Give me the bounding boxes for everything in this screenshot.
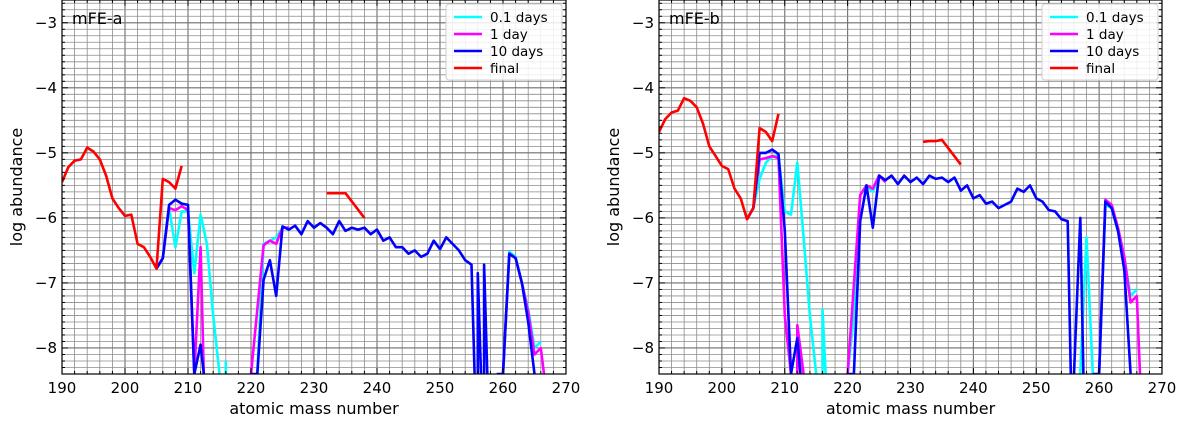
y-tick-label: −7 <box>632 274 654 292</box>
x-tick-label: 220 <box>833 379 862 397</box>
series-line <box>62 146 183 270</box>
y-tick-label: −8 <box>35 339 57 357</box>
legend-box <box>445 3 563 81</box>
y-tick-label: −4 <box>632 79 654 97</box>
y-tick-label: −5 <box>632 144 654 162</box>
grid <box>659 0 1162 374</box>
series-line <box>251 219 476 374</box>
y-axis-label: log abundance <box>604 128 623 246</box>
x-tick-label: 200 <box>111 379 140 397</box>
series-line <box>922 138 962 166</box>
x-tick-label: 240 <box>959 379 988 397</box>
series-line <box>155 198 196 374</box>
legend-label: 0.1 days <box>490 10 548 26</box>
x-tick-label: 250 <box>1022 379 1051 397</box>
y-tick-label: −3 <box>632 14 654 32</box>
y-tick-label: −3 <box>35 14 57 32</box>
series-line <box>659 96 780 221</box>
x-tick-label: 230 <box>300 379 329 397</box>
series-10-days <box>155 198 536 374</box>
x-tick-label: 270 <box>552 379 581 397</box>
series-final <box>659 96 962 221</box>
x-tick-label: 240 <box>363 379 392 397</box>
series-line <box>1092 200 1132 374</box>
y-tick-label: −6 <box>632 209 654 227</box>
y-tick-label: −5 <box>35 144 57 162</box>
series-line <box>482 263 489 374</box>
x-tick-label: 250 <box>426 379 455 397</box>
series-line <box>795 323 805 374</box>
ticks <box>61 0 567 375</box>
series-line <box>476 271 483 374</box>
y-axis-label: log abundance <box>7 128 26 246</box>
panel-label: mFE-a <box>72 9 122 28</box>
chart-panel-2: 190 200 210 220 230 240 250 260 270 −8 −7 −6 −5 −4 −3 a… <box>604 0 1176 418</box>
legend-label: 1 day <box>1086 27 1124 43</box>
y-tick-label: −6 <box>35 209 57 227</box>
series-line <box>847 174 1073 374</box>
chart-panel-1: 190 200 210 220 230 240 250 260 270 −8 −7 −6 −5 −4 −3 a… <box>7 0 580 418</box>
series-lines <box>62 146 546 374</box>
series-line <box>193 343 206 374</box>
x-tick-label: 190 <box>48 379 77 397</box>
legend-label: 10 days <box>1086 44 1139 60</box>
x-tick-label: 210 <box>174 379 203 397</box>
legend-label: final <box>1086 61 1115 77</box>
legend-label: 1 day <box>490 27 528 43</box>
series-line <box>496 252 536 374</box>
x-axis-label: atomic mass number <box>826 399 996 418</box>
series-line <box>326 191 366 219</box>
y-tick-label: −7 <box>35 274 57 292</box>
x-tick-label: 190 <box>645 379 674 397</box>
x-tick-label: 260 <box>489 379 518 397</box>
x-axis-label: atomic mass number <box>229 399 399 418</box>
legend-label: 0.1 days <box>1086 10 1144 26</box>
x-tick-label: 270 <box>1148 379 1177 397</box>
legend-box <box>1041 3 1159 81</box>
legend-label: final <box>490 61 519 77</box>
series-line <box>821 307 827 374</box>
series-line <box>789 336 802 374</box>
x-tick-label: 210 <box>770 379 799 397</box>
series-final <box>62 146 366 270</box>
x-tick-label: 260 <box>1085 379 1114 397</box>
legend-label: 10 days <box>490 44 543 60</box>
x-tick-label: 220 <box>237 379 266 397</box>
series-line <box>1072 216 1085 374</box>
panel-label: mFE-b <box>669 9 720 28</box>
y-tick-label: −4 <box>35 79 57 97</box>
y-tick-label: −8 <box>632 339 654 357</box>
series-line <box>193 245 206 374</box>
series-lines <box>659 96 1142 374</box>
x-tick-label: 200 <box>708 379 737 397</box>
ticks <box>658 0 1163 375</box>
x-tick-label: 230 <box>896 379 925 397</box>
